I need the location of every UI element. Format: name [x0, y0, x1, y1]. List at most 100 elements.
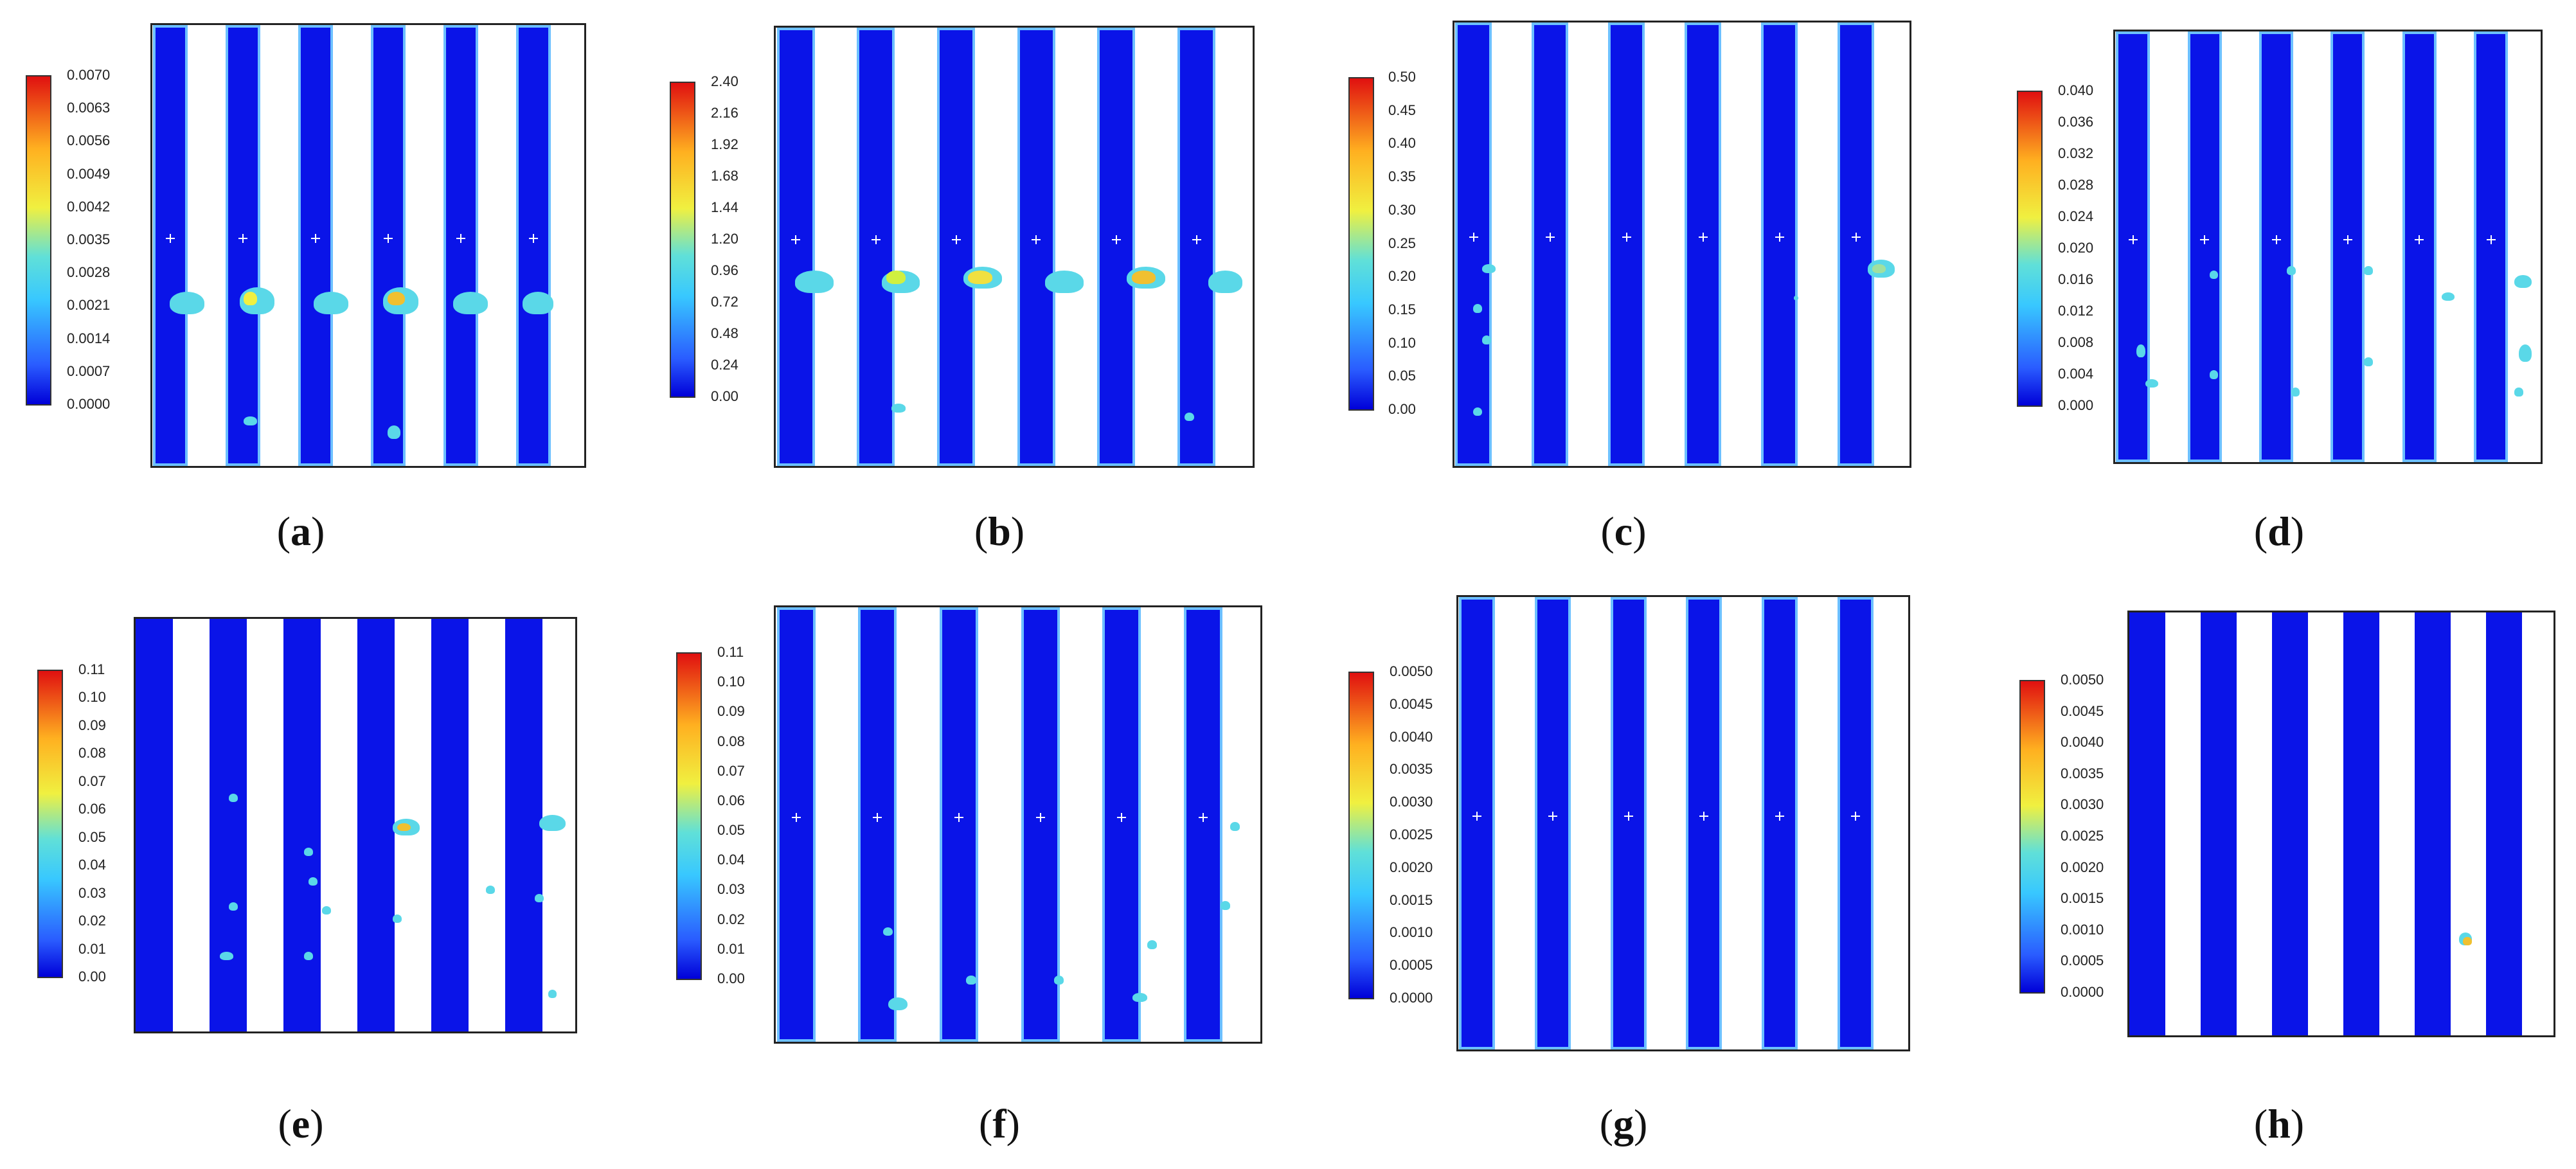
panel-a-colorbar-tick: 0.0049 [67, 165, 111, 182]
panel-a-channel [226, 25, 261, 466]
panel-f-plume-contour [1054, 975, 1064, 985]
panel-f-colorbar-tick: 0.08 [717, 733, 745, 749]
panel-b-colorbar-tick: 2.16 [711, 105, 738, 121]
panel-b-plume-contour [891, 403, 906, 413]
panel-f-colorbar-tick: 0.09 [717, 703, 745, 720]
panel-b-colorbar [670, 82, 695, 398]
panel-e-plume-contour [321, 906, 331, 915]
panel-d-probe-marker [2486, 235, 2496, 245]
panel-c-contour-plot [1453, 21, 1911, 468]
panel-h-caption: (h) [2253, 1101, 2305, 1147]
panel-d-colorbar-tick: 0.024 [2058, 208, 2094, 224]
panel-e-plume-contour [228, 902, 238, 911]
panel-d-colorbar-tick: 0.012 [2058, 303, 2094, 319]
panel-c-colorbar-tick: 0.00 [1388, 401, 1416, 417]
panel-c-colorbar-tick: 0.20 [1388, 268, 1416, 285]
panel-e-colorbar-tick: 0.09 [78, 717, 106, 733]
panel-h-colorbar-tick: 0.0050 [2061, 672, 2104, 688]
panel-c-channel [1455, 22, 1492, 466]
panel-a-contour-plot [150, 23, 586, 468]
panel-a-probe-marker [311, 234, 321, 244]
panel-a-plume-contour [244, 416, 257, 425]
panel-g-colorbar-tick: 0.0005 [1390, 957, 1433, 974]
panel-h-colorbar-tick: 0.0045 [2061, 702, 2104, 719]
panel-b-plume-contour [1131, 271, 1156, 285]
panel-e-plume-contour [397, 823, 411, 832]
panel-d-plume-contour [2514, 274, 2532, 288]
panel-a-plume-contour [313, 292, 349, 314]
panel-a-plume-contour [244, 292, 257, 305]
panel-f-plume-contour [888, 997, 908, 1011]
panel-d-plume-contour [2291, 388, 2300, 397]
panel-h-colorbar-tick: 0.0025 [2061, 828, 2104, 844]
panel-a-channel [298, 25, 334, 466]
panel-a-channel [153, 25, 188, 466]
panel-d-channel [2474, 31, 2508, 462]
panel-c-colorbar-tick: 0.15 [1388, 301, 1416, 317]
panel-e-colorbar-tick: 0.03 [78, 884, 106, 901]
panel-a-colorbar-tick: 0.0021 [67, 297, 111, 314]
panel-g-channel [1686, 597, 1722, 1049]
panel-f-channel [1183, 607, 1223, 1042]
panel-h-colorbar-tick: 0.0020 [2061, 859, 2104, 875]
panel-d-colorbar-tick: 0.040 [2058, 82, 2094, 98]
panel-h-channel [2272, 612, 2308, 1035]
panel-d-channel [2402, 31, 2437, 462]
panel-b-channel [1017, 28, 1055, 466]
panel-c-colorbar-tick: 0.40 [1388, 135, 1416, 152]
panel-f-channel [776, 607, 816, 1042]
panel-h-channel [2129, 612, 2165, 1035]
panel-f-probe-marker [1117, 813, 1127, 823]
panel-d-plume-contour [2514, 388, 2523, 397]
panel-c-plume-contour [1472, 407, 1482, 416]
panel-d-channel [2259, 31, 2293, 462]
panel-e-channel [357, 619, 395, 1031]
panel-g-probe-marker [1699, 811, 1709, 821]
panel-a-colorbar-tick: 0.0063 [67, 100, 111, 116]
panel-a-probe-marker [238, 234, 248, 244]
panel-d-colorbar-tick: 0.032 [2058, 145, 2094, 161]
panel-d-colorbar-tick: 0.020 [2058, 240, 2094, 256]
panel-e-channel [210, 619, 247, 1031]
panel-b-probe-marker [951, 235, 961, 245]
panel-f-contour-plot [774, 605, 1262, 1044]
panel-g-colorbar-tick: 0.0000 [1390, 990, 1433, 1006]
panel-c-colorbar-tick: 0.45 [1388, 102, 1416, 118]
panel-e-channel [431, 619, 469, 1031]
panel-e-channel [505, 619, 542, 1031]
panel-d-colorbar-tick: 0.008 [2058, 334, 2094, 350]
panel-g-probe-marker [1850, 811, 1860, 821]
panel-b-colorbar-tick: 0.24 [711, 357, 738, 373]
panel-b-plume-contour [1184, 412, 1194, 422]
panel-h-channel [2201, 612, 2237, 1035]
panel-b-colorbar-tick: 1.92 [711, 136, 738, 152]
panel-e-plume-contour [486, 885, 495, 894]
panel-c-plume-contour [1481, 335, 1492, 345]
panel-f-channel [1102, 607, 1141, 1042]
panel-c-colorbar-tick: 0.05 [1388, 368, 1416, 384]
panel-d-plume-contour [2209, 270, 2219, 280]
panel-f-probe-marker [954, 813, 963, 823]
panel-c-plume-contour [1794, 295, 1799, 300]
panel-a-channel [371, 25, 406, 466]
panel-e-colorbar-tick: 0.11 [78, 661, 105, 677]
panel-f-plume-contour [1230, 822, 1240, 831]
panel-h-channel [2415, 612, 2451, 1035]
panel-g-channel [1459, 597, 1496, 1049]
panel-d-plume-contour [2287, 266, 2296, 275]
panel-c-probe-marker [1851, 233, 1861, 242]
panel-c-probe-marker [1469, 233, 1478, 242]
panel-b-channel [936, 28, 976, 466]
panel-e-caption-letter: e [291, 1101, 310, 1147]
panel-a-colorbar-tick: 0.0014 [67, 330, 111, 346]
panel-a-plume-contour [388, 292, 406, 305]
panel-a-colorbar-tick: 0.0035 [67, 231, 111, 247]
panel-d-colorbar-tick: 0.036 [2058, 114, 2094, 130]
panel-g-channel [1837, 597, 1874, 1049]
panel-c-channel [1761, 22, 1798, 466]
panel-b-contour-plot [774, 26, 1255, 468]
panel-d-plume-contour [2145, 379, 2158, 388]
panel-d-colorbar-tick: 0.000 [2058, 397, 2094, 413]
panel-d-channel [2330, 31, 2365, 462]
panel-d-caption: (d) [2253, 508, 2305, 554]
